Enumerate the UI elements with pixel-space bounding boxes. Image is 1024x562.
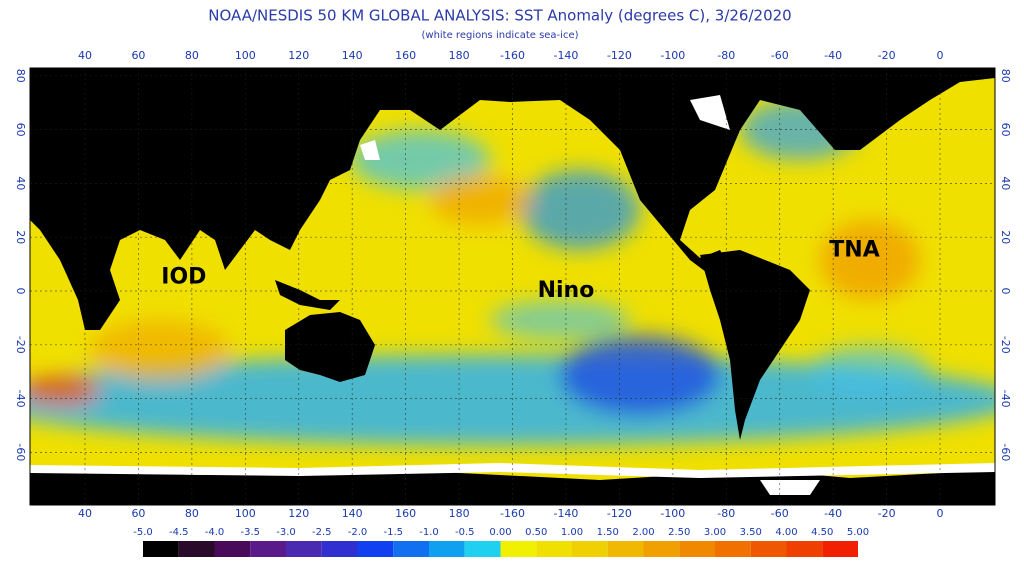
colorbar-label: -2.0 [348,527,368,538]
colorbar-swatch [822,541,858,557]
lat-label: 60 [999,123,1012,137]
sst-map [30,68,995,505]
colorbar-swatch [715,541,751,557]
lon-label: 180 [449,507,470,520]
lon-label: 60 [131,49,145,62]
colorbar-swatch [464,541,501,557]
colorbar-label: -0.5 [455,527,475,538]
lon-label: 160 [395,49,416,62]
lon-label: -40 [824,49,842,62]
lon-label: -160 [500,49,525,62]
colorbar-swatch [143,541,179,557]
lon-label: -100 [660,507,685,520]
lon-label: -140 [553,49,578,62]
lon-label: -60 [771,507,789,520]
lon-label: 140 [342,49,363,62]
lon-label: 80 [185,49,199,62]
colorbar-label: 4.00 [775,527,797,538]
title: NOAA/NESDIS 50 KM GLOBAL ANALYSIS: SST A… [208,7,791,25]
lat-label: -20 [999,336,1012,354]
lat-label: -40 [999,390,1012,408]
lon-label: 0 [937,507,944,520]
lat-label: 0 [999,288,1012,295]
lat-label: -60 [999,443,1012,461]
lat-label: 80 [999,69,1012,83]
lat-label: 40 [14,176,27,190]
colorbar-swatch [786,541,823,557]
lon-label: -80 [717,49,735,62]
region-label: Nino [538,278,595,303]
colorbar-label: 4.50 [811,527,833,538]
lon-label: 120 [288,507,309,520]
colorbar-swatch [750,541,787,557]
lat-label: 0 [14,288,27,295]
colorbar-label: 3.50 [740,527,762,538]
colorbar-swatch [643,541,680,557]
lat-label: -60 [14,443,27,461]
lon-label: 160 [395,507,416,520]
lon-label: 140 [342,507,363,520]
lat-label: -40 [14,390,27,408]
colorbar-label: -5.0 [133,527,153,538]
lat-label: 40 [999,176,1012,190]
colorbar-label: -1.5 [383,527,403,538]
lon-label: 100 [235,507,256,520]
colorbar-label: -2.5 [312,527,332,538]
colorbar-swatch [429,541,465,557]
lat-label: 20 [14,230,27,244]
colorbar-label: -4.5 [169,527,189,538]
colorbar-swatch [286,541,322,557]
colorbar-swatch [321,541,358,557]
lon-label: -20 [878,507,896,520]
lon-label: 60 [131,507,145,520]
lat-label: 20 [999,230,1012,244]
lon-label: -140 [553,507,578,520]
colorbar-label: -1.0 [419,527,439,538]
colorbar-label: 1.50 [597,527,619,538]
colorbar-label: 2.50 [668,527,690,538]
lon-label: -160 [500,507,525,520]
lon-label: -60 [771,49,789,62]
colorbar-swatch [357,541,394,557]
lon-label: 120 [288,49,309,62]
lon-label: -20 [878,49,896,62]
colorbar-label: 3.00 [704,527,726,538]
colorbar-swatch [214,541,251,557]
colorbar-label: 0.50 [525,527,547,538]
lon-label: -100 [660,49,685,62]
lon-label: 40 [78,49,92,62]
lat-label: 60 [14,123,27,137]
subtitle: (white regions indicate sea-ice) [421,30,578,41]
lon-label: -40 [824,507,842,520]
colorbar-label: 2.00 [632,527,654,538]
lon-label: -120 [607,507,632,520]
lon-label: 40 [78,507,92,520]
map-frame [29,67,996,506]
colorbar-swatch [679,541,715,557]
lon-label: -80 [717,507,735,520]
lon-label: 80 [185,507,199,520]
lon-label: 0 [937,49,944,62]
region-label: IOD [161,265,206,290]
lat-label: 80 [14,69,27,83]
lon-label: 100 [235,49,256,62]
lon-label: 180 [449,49,470,62]
colorbar-swatch [178,541,215,557]
colorbar-label: 5.00 [847,527,869,538]
lon-label: -120 [607,49,632,62]
lat-label: -20 [14,336,27,354]
colorbar-label: -3.5 [240,527,260,538]
colorbar-label: 1.00 [561,527,583,538]
colorbar-swatch [607,541,644,557]
colorbar-swatch [393,541,429,557]
colorbar-swatch [572,541,608,557]
colorbar-swatch [500,541,537,557]
colorbar-label: 0.00 [489,527,511,538]
colorbar-label: -4.0 [205,527,225,538]
region-label: TNA [829,238,879,263]
colorbar-swatch [250,541,286,557]
colorbar-label: -3.0 [276,527,296,538]
colorbar-swatch [536,541,572,557]
